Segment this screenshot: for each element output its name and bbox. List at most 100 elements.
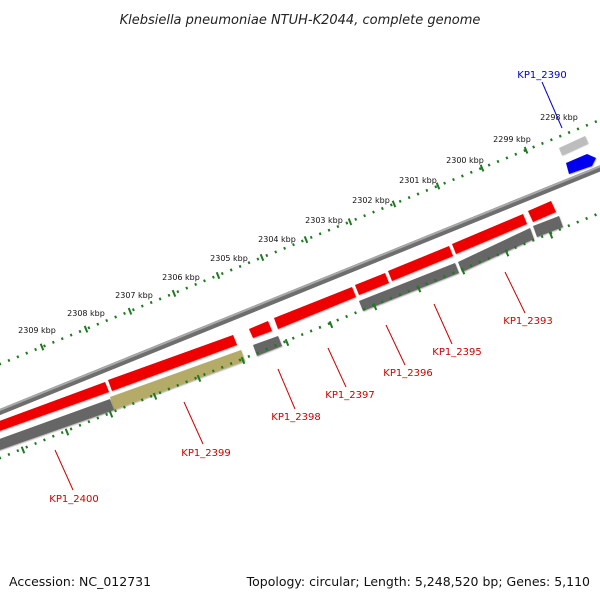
inner-minor-tick-29 <box>256 351 260 355</box>
feature-gray-3[interactable] <box>359 263 459 311</box>
outer-minor-tick-53 <box>469 170 473 174</box>
feature-red-1[interactable] <box>528 201 556 222</box>
inner-minor-tick-1 <box>7 452 11 456</box>
gene-label-kp1-2398[interactable]: KP1_2398 <box>271 412 320 423</box>
outer-major-tick-10 <box>479 164 485 172</box>
inner-minor-tick-31 <box>274 343 277 348</box>
inner-minor-tick-55 <box>487 256 491 260</box>
inner-minor-tick-25 <box>220 365 224 369</box>
gene-label-kp1-2396[interactable]: KP1_2396 <box>383 368 432 379</box>
outer-minor-tick-1 <box>7 358 11 362</box>
feature-gray-5[interactable] <box>0 399 114 452</box>
feature-red-5[interactable] <box>274 287 356 329</box>
outer-minor-tick-12 <box>105 319 109 323</box>
inner-minor-tick-58 <box>514 245 517 250</box>
inner-minor-tick-17 <box>149 394 153 398</box>
inner-minor-tick-32 <box>282 340 286 344</box>
inner-minor-tick-10 <box>87 420 91 424</box>
inner-minor-tick-40 <box>354 311 357 315</box>
outer-minor-tick-21 <box>185 286 189 290</box>
inner-minor-tick-39 <box>345 314 349 319</box>
tick-label-2307: 2307 kbp <box>115 291 153 300</box>
outer-minor-tick-24 <box>211 275 215 279</box>
inner-minor-tick-0 <box>0 456 2 460</box>
gene-label-kp1-2397[interactable]: KP1_2397 <box>325 390 374 401</box>
tick-label-2298: 2298 kbp <box>540 113 578 122</box>
feature-red-2[interactable] <box>452 214 527 254</box>
leader-kp1-2396 <box>385 324 406 366</box>
inner-minor-tick-42 <box>371 304 375 308</box>
feature-gray-2[interactable] <box>458 228 534 272</box>
outer-major-ticks <box>39 146 529 351</box>
inner-minor-tick-20 <box>176 383 180 387</box>
outer-minor-tick-36 <box>318 232 322 236</box>
outer-minor-tick-37 <box>327 228 331 232</box>
gene-label-kp1-2390[interactable]: KP1_2390 <box>517 70 566 81</box>
feature-red-7[interactable] <box>108 335 237 391</box>
outer-minor-tick-0 <box>0 362 2 366</box>
outer-major-tick-8 <box>391 200 397 208</box>
leader-kp1-2399 <box>183 401 204 445</box>
inner-minor-tick-33 <box>291 336 295 340</box>
outer-minor-tick-6 <box>51 340 55 344</box>
outer-minor-tick-46 <box>407 196 411 200</box>
inner-minor-tick-23 <box>202 372 206 377</box>
gene-label-kp1-2395[interactable]: KP1_2395 <box>432 347 481 358</box>
feature-gray-4[interactable] <box>253 336 282 356</box>
outer-minor-tick-33 <box>292 243 295 247</box>
feature-light-gray[interactable] <box>559 136 588 155</box>
outer-minor-tick-4 <box>34 347 38 352</box>
inner-major-tick-9 <box>416 285 422 293</box>
feature-red-3[interactable] <box>388 246 453 281</box>
inner-major-tick-11 <box>504 249 510 257</box>
outer-minor-tick-38 <box>336 225 340 229</box>
inner-major-tick-10 <box>460 267 466 275</box>
gene-label-kp1-2393[interactable]: KP1_2393 <box>503 316 552 327</box>
map-title: Klebsiella pneumoniae NTUH-K2044, comple… <box>120 13 481 28</box>
inner-minor-tick-51 <box>451 271 455 275</box>
inner-minor-tick-37 <box>327 322 331 326</box>
outer-tick-ring <box>0 120 598 366</box>
outer-minor-tick-54 <box>478 167 482 171</box>
gene-label-kp1-2399[interactable]: KP1_2399 <box>181 448 230 459</box>
leader-kp1-2397 <box>327 347 347 388</box>
feature-red-6[interactable] <box>249 321 272 338</box>
inner-minor-tick-60 <box>531 238 535 242</box>
tick-label-2301: 2301 kbp <box>399 176 437 185</box>
inner-minor-tick-35 <box>309 329 313 333</box>
inner-minor-tick-3 <box>25 445 29 449</box>
feature-kp1-2399[interactable] <box>110 350 245 410</box>
inner-minor-tick-49 <box>434 278 437 282</box>
outer-major-tick-5 <box>259 253 265 262</box>
inner-major-ticks <box>20 231 554 454</box>
inner-minor-tick-18 <box>158 391 162 395</box>
inner-minor-tick-8 <box>69 427 73 431</box>
feature-kp1-2390[interactable] <box>566 154 596 174</box>
feature-gray-1[interactable] <box>533 216 563 237</box>
feature-red-4[interactable] <box>355 273 389 295</box>
outer-minor-tick-10 <box>87 326 91 330</box>
outer-minor-tick-47 <box>416 192 420 196</box>
outer-minor-tick-30 <box>265 253 269 258</box>
leader-kp1-2395 <box>433 303 453 345</box>
outer-minor-tick-35 <box>309 235 313 239</box>
tick-label-2308: 2308 kbp <box>67 309 105 318</box>
inner-minor-tick-24 <box>211 369 215 373</box>
outer-minor-tick-58 <box>514 152 518 156</box>
outer-minor-tick-48 <box>425 188 429 192</box>
outer-minor-tick-42 <box>372 210 375 214</box>
outer-minor-tick-65 <box>576 127 580 131</box>
outer-major-tick-7 <box>347 218 353 226</box>
gene-label-kp1-2400[interactable]: KP1_2400 <box>49 494 98 505</box>
inner-minor-tick-43 <box>380 300 384 304</box>
inner-minor-tick-34 <box>300 333 304 337</box>
inner-minor-tick-59 <box>522 242 526 246</box>
feature-red-8[interactable] <box>0 382 109 433</box>
inner-minor-tick-66 <box>585 216 589 221</box>
outer-minor-tick-27 <box>238 264 242 268</box>
inner-minor-tick-11 <box>96 416 100 420</box>
inner-minor-tick-16 <box>140 398 144 402</box>
inner-major-tick-0 <box>20 446 26 454</box>
